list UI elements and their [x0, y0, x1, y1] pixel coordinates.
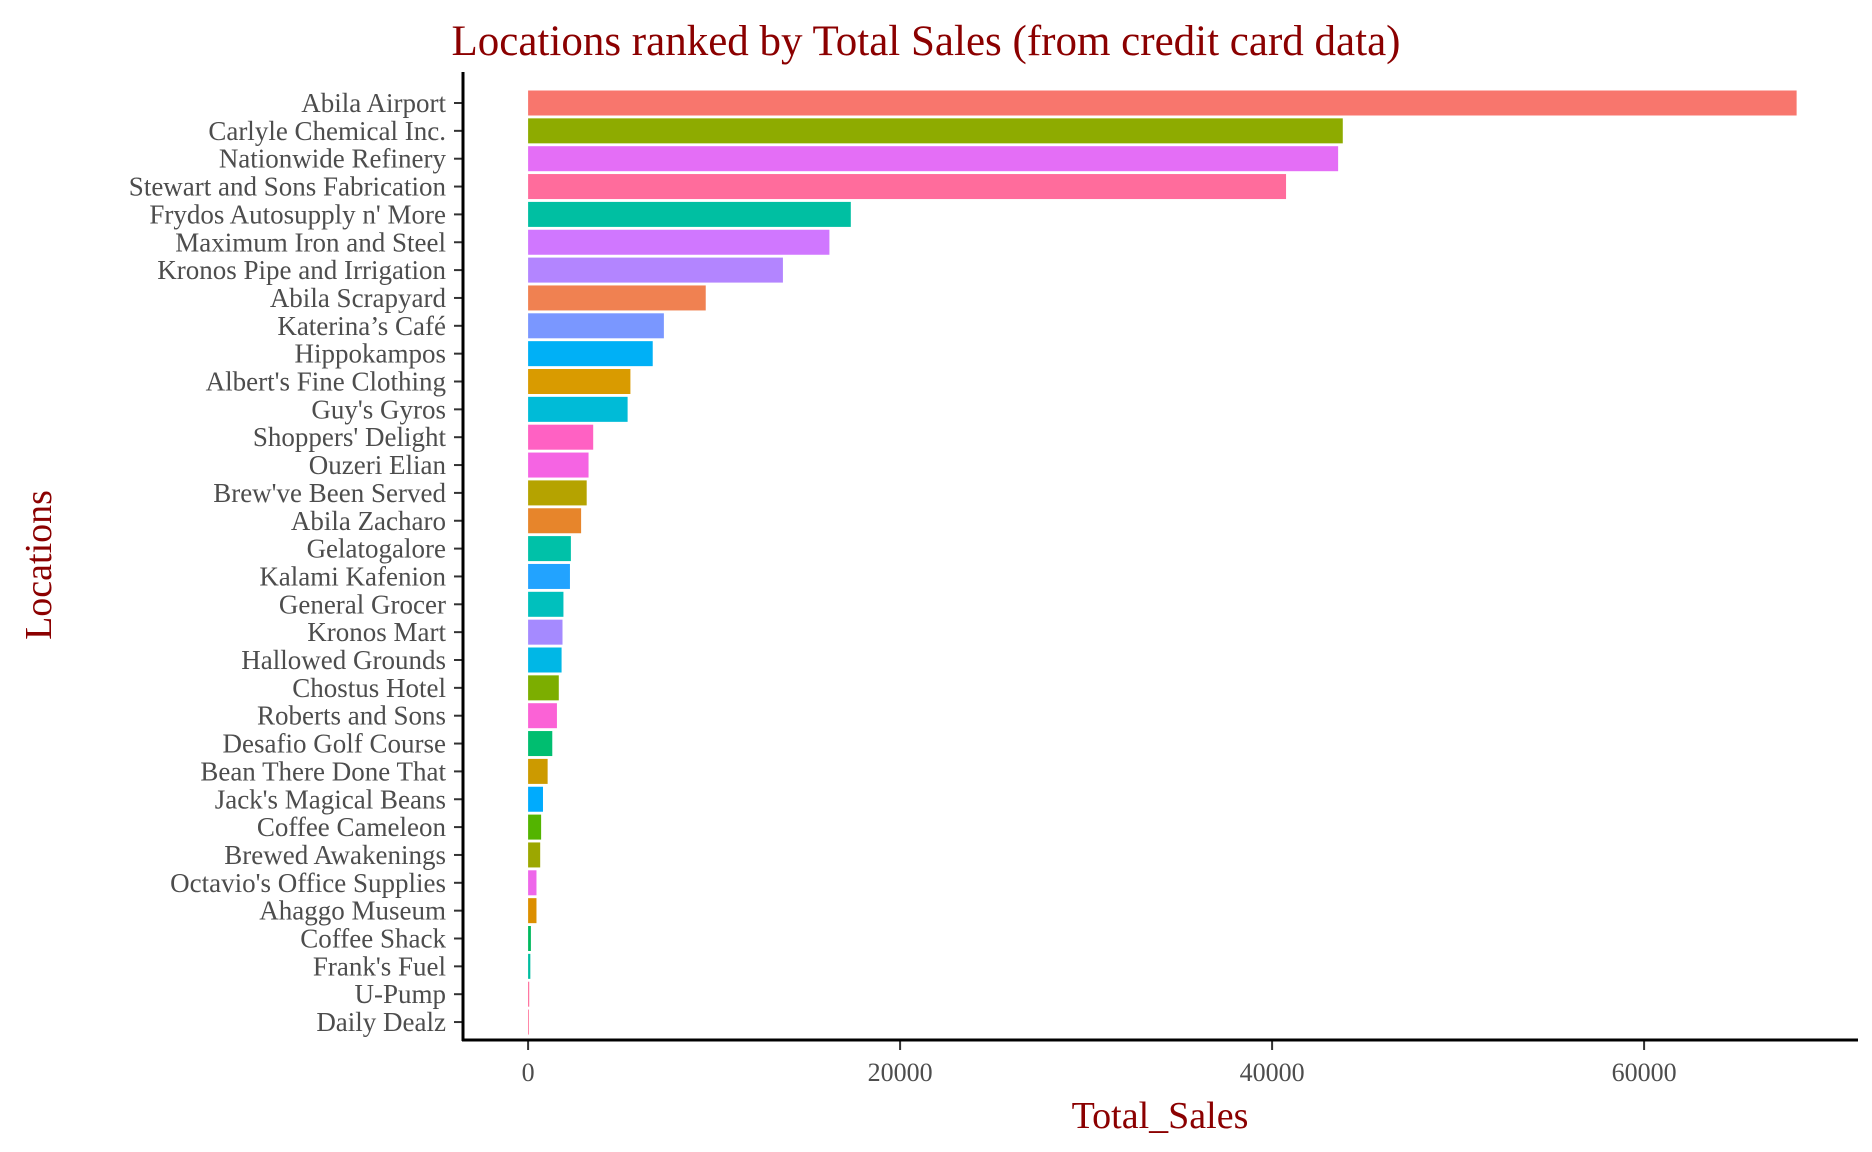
bar-gelatogalore: [528, 536, 571, 562]
bar-coffee-cameleon: [528, 814, 542, 840]
bar-u-pump: [528, 981, 530, 1007]
bar-general-grocer: [528, 591, 564, 617]
x-tick-label: 0: [522, 1058, 535, 1087]
bar-albert-s-fine-clothing: [528, 369, 631, 394]
x-tick-label: 20000: [868, 1058, 933, 1087]
category-label: Hippokampos: [295, 339, 447, 369]
bar-desafio-golf-course: [528, 731, 553, 757]
bar-kronos-pipe-and-irrigation: [528, 257, 783, 283]
bar-katerina-s-caf: [528, 313, 664, 339]
bar-guy-s-gyros: [528, 396, 628, 422]
category-label: Abila Scrapyard: [270, 283, 447, 313]
bar-shoppers-delight: [528, 424, 594, 450]
bar-maximum-iron-and-steel: [528, 229, 830, 255]
x-tick-label: 60000: [1612, 1058, 1677, 1087]
category-label: Gelatogalore: [307, 534, 446, 564]
category-label: Octavio's Office Supplies: [170, 868, 446, 898]
bar-stewart-and-sons-fabrication: [528, 174, 1287, 200]
category-label: Kronos Mart: [307, 617, 446, 647]
bar-abila-scrapyard: [528, 285, 706, 311]
category-label: Nationwide Refinery: [219, 144, 447, 174]
bar-frydos-autosupply-n-more: [528, 201, 851, 227]
bar-hippokampos: [528, 341, 653, 367]
category-label: Frydos Autosupply n' More: [149, 199, 446, 229]
bar-hallowed-grounds: [528, 647, 562, 673]
category-label: Daily Dealz: [316, 1007, 446, 1037]
bar-ahaggo-museum: [528, 898, 537, 924]
category-label: Carlyle Chemical Inc.: [208, 116, 446, 146]
bar-jack-s-magical-beans: [528, 786, 543, 812]
category-label: Katerina’s Café: [277, 311, 446, 341]
bar-bean-there-done-that: [528, 758, 548, 784]
chart-title: Locations ranked by Total Sales (from cr…: [451, 18, 1400, 65]
bar-abila-zacharo: [528, 508, 582, 534]
bar-kalami-kafenion: [528, 563, 570, 589]
category-label: Chostus Hotel: [292, 673, 446, 703]
bar-brew-ve-been-served: [528, 480, 587, 506]
category-label: Stewart and Sons Fabrication: [129, 172, 447, 202]
bar-nationwide-refinery: [528, 146, 1339, 172]
bar-kronos-mart: [528, 619, 563, 645]
bar-octavio-s-office-supplies: [528, 870, 537, 896]
category-label: Brewed Awakenings: [224, 840, 446, 870]
category-label: U-Pump: [354, 979, 446, 1009]
category-label: Ouzeri Elian: [309, 450, 447, 480]
bars-layer: [528, 90, 1797, 1035]
x-axis-ticks: 0 20000 40000 60000: [522, 1040, 1677, 1087]
bar-frank-s-fuel: [528, 953, 531, 979]
category-label: Abila Airport: [301, 88, 446, 118]
bar-abila-airport: [528, 90, 1797, 116]
category-label: Guy's Gyros: [311, 394, 446, 424]
category-label: Frank's Fuel: [313, 951, 446, 981]
bar-coffee-shack: [528, 926, 531, 951]
category-label: Maximum Iron and Steel: [175, 227, 446, 257]
category-label: Kronos Pipe and Irrigation: [157, 255, 446, 285]
bar-chostus-hotel: [528, 675, 559, 701]
category-label: Bean There Done That: [200, 756, 446, 786]
category-label: Jack's Magical Beans: [215, 784, 446, 814]
bar-carlyle-chemical-inc: [528, 118, 1343, 144]
category-label: Hallowed Grounds: [241, 645, 446, 675]
category-label: Kalami Kafenion: [259, 561, 446, 591]
x-tick-label: 40000: [1240, 1058, 1305, 1087]
bar-ouzeri-elian: [528, 452, 589, 478]
bar-daily-dealz: [528, 1009, 529, 1035]
category-label: Shoppers' Delight: [253, 422, 447, 452]
bar-brewed-awakenings: [528, 842, 541, 868]
category-label: Abila Zacharo: [291, 506, 446, 536]
y-axis-title: Locations: [18, 490, 60, 640]
category-label: Desafio Golf Course: [223, 729, 446, 759]
category-label: Brew've Been Served: [213, 478, 446, 508]
category-label: Ahaggo Museum: [259, 896, 446, 926]
category-label: Coffee Cameleon: [257, 812, 447, 842]
category-label: Coffee Shack: [300, 924, 446, 954]
category-label: Albert's Fine Clothing: [206, 367, 446, 397]
category-label: Roberts and Sons: [257, 701, 446, 731]
category-label: General Grocer: [279, 589, 446, 619]
bar-roberts-and-sons: [528, 703, 557, 729]
x-axis-title: Total_Sales: [1072, 1095, 1249, 1137]
